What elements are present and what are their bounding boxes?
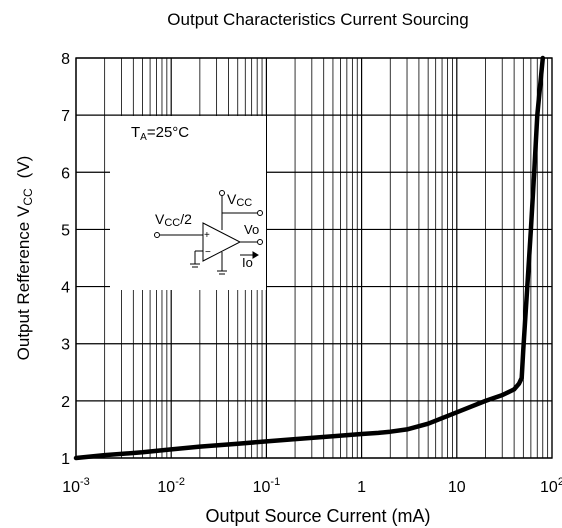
- x-tick-label: 10-3: [62, 476, 90, 496]
- temperature-label: TA=25°C: [131, 124, 189, 143]
- x-tick-label: 10-1: [253, 476, 281, 496]
- opamp-circuit: [154, 190, 263, 275]
- plot-frame: [75, 57, 553, 459]
- series-line: [73, 55, 546, 461]
- vcc-half-label: VCC/2: [155, 211, 192, 229]
- y-tick-labels: 1 2 3 4 5 6 7 8: [61, 51, 70, 468]
- x-tick-label: 1: [357, 479, 366, 496]
- chart-title: Output Characteristics Current Sourcing: [167, 10, 468, 29]
- y-tick-label: 7: [61, 108, 70, 125]
- y-tick-label: 2: [61, 394, 70, 411]
- vo-label: Vo: [244, 222, 259, 237]
- vcc-label: VCC: [227, 191, 252, 209]
- plus-sign: +: [204, 230, 210, 241]
- x-tick-label: 102: [540, 476, 562, 496]
- y-axis-label: Output Refference VCC(V): [14, 156, 35, 361]
- y-tick-label: 1: [61, 451, 70, 468]
- y-tick-label: 5: [61, 222, 70, 239]
- y-tick-label: 4: [61, 280, 70, 297]
- x-tick-label: 10-2: [157, 476, 185, 496]
- annotation-background: [110, 116, 266, 290]
- y-tick-label: 8: [61, 51, 70, 68]
- io-label: Io: [242, 255, 253, 270]
- y-tick-label: 3: [61, 337, 70, 354]
- x-tick-label: 10: [448, 479, 466, 496]
- y-tick-label: 6: [61, 165, 70, 182]
- minus-sign: −: [205, 247, 211, 258]
- x-axis-label: Output Source Current (mA): [205, 506, 430, 526]
- x-tick-labels: 10-3 10-2 10-1 1 10 102: [62, 476, 562, 496]
